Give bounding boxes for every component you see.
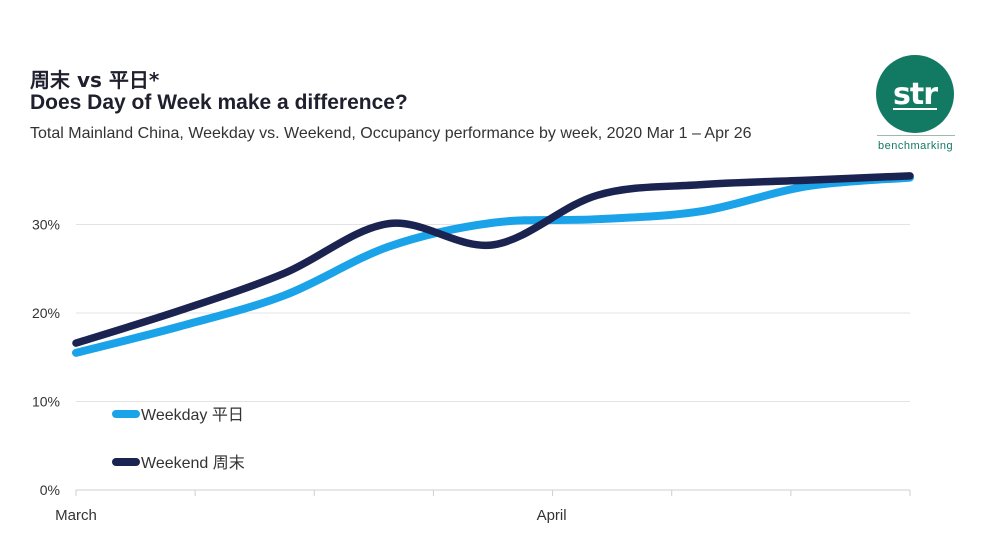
x-axis-ticks <box>75 490 911 496</box>
str-logo-circle: str <box>876 55 954 133</box>
str-logo-subtitle: benchmarking <box>878 140 954 152</box>
series-line-weekend <box>72 172 914 347</box>
legend-label-weekday: Weekday 平日 <box>141 407 244 424</box>
y-tick-label: 0% <box>40 482 60 498</box>
legend-label-weekend: Weekend 周末 <box>141 454 245 472</box>
str-logo: str benchmarking <box>872 53 960 153</box>
chart-title: Does Day of Week make a difference? <box>30 91 408 114</box>
chart-title-chinese: 周末 vs 平日* <box>30 68 160 92</box>
series-line-weekday <box>72 173 914 357</box>
x-tick-label: March <box>55 507 97 524</box>
legend: Weekday 平日 Weekend 周末 <box>112 407 245 472</box>
gridlines <box>76 224 910 402</box>
series-lines <box>72 172 914 357</box>
x-axis-labels: March April <box>55 507 566 524</box>
x-tick-label: April <box>537 507 567 524</box>
y-tick-label: 30% <box>32 217 60 233</box>
chart-subtitle: Total Mainland China, Weekday vs. Weeken… <box>30 125 752 142</box>
y-axis-labels: 0% 10% 20% 30% <box>32 217 60 499</box>
y-tick-label: 10% <box>32 394 60 410</box>
str-logo-text: str <box>893 76 938 112</box>
logo-divider <box>877 135 955 136</box>
y-tick-label: 20% <box>32 305 60 321</box>
